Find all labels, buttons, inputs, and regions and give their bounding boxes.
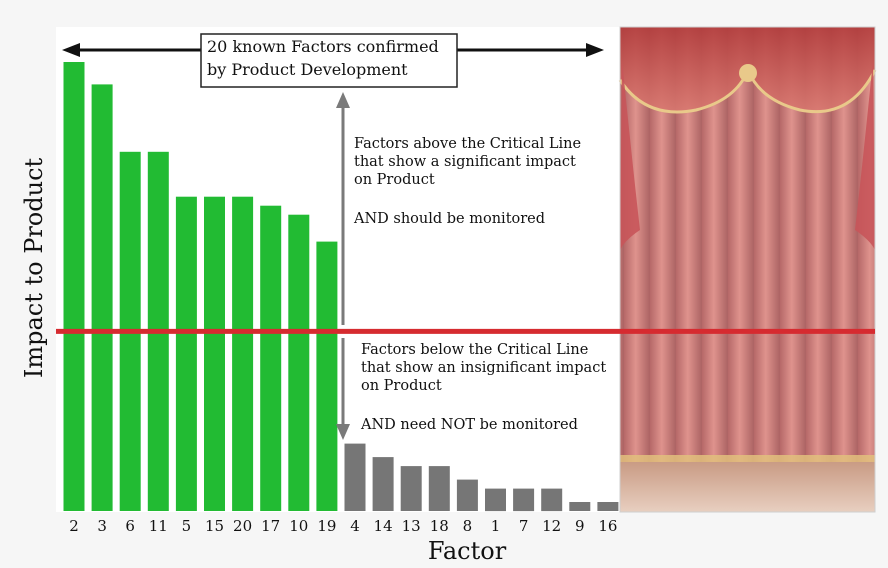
curtain-image [618,26,877,513]
bar-factor-10 [288,214,310,511]
bar-factor-18 [428,466,450,511]
above-line-3: on Product [354,172,435,188]
above-line-2: that show a significant impact [354,154,576,170]
bar-factor-15 [204,196,225,511]
bar-factor-8 [456,479,478,511]
header-line-1: 20 known Factors confirmed [207,37,439,56]
tick-label-19: 19 [317,517,336,535]
below-line-5: AND need NOT be monitored [360,417,578,433]
bar-factor-4 [344,443,366,511]
tick-label-17: 17 [261,517,280,535]
tick-label-5: 5 [182,517,192,535]
y-axis-title: Impact to Product [20,157,48,378]
tick-label-18: 18 [430,517,449,535]
tick-label-7: 7 [519,517,529,535]
above-line-1: Factors above the Critical Line [354,136,581,152]
bar-factor-3 [91,84,113,512]
tick-label-8: 8 [463,517,473,535]
down-arrow [336,338,350,440]
bar-factor-7 [513,488,535,512]
header-line-2: by Product Development [207,60,408,79]
tick-label-13: 13 [402,517,421,535]
bar-factor-14 [372,457,394,511]
below-annotation: Factors below the Critical Line that sho… [360,342,611,433]
tick-label-3: 3 [97,517,107,535]
bar-factor-13 [400,466,422,511]
bar-factor-17 [260,205,282,511]
tick-label-4: 4 [350,517,360,535]
up-arrow [336,92,350,325]
tick-label-9: 9 [575,517,585,535]
bar-factor-12 [541,488,563,512]
tick-label-15: 15 [205,517,224,535]
header-annotation-box [200,33,458,88]
tick-label-12: 12 [542,517,561,535]
tick-label-2: 2 [69,517,79,535]
tick-label-6: 6 [125,517,135,535]
x-axis-title: Factor [428,537,507,565]
above-annotation: Factors above the Critical Line that sho… [353,136,586,227]
above-line-5: AND should be monitored [353,211,545,227]
bar-factor-1 [485,488,506,512]
tick-label-20: 20 [233,517,252,535]
tick-label-10: 10 [289,517,308,535]
header-annotation: 20 known Factors confirmed by Product De… [207,37,444,79]
below-line-3: on Product [361,378,442,394]
bar-factor-16 [597,502,619,511]
tick-label-1: 1 [491,517,501,535]
bar-factor-9 [569,502,591,511]
bar-factor-5 [175,196,197,511]
bar-factor-2 [63,62,85,511]
below-line-1: Factors below the Critical Line [361,342,588,358]
bar-factor-19 [316,241,338,511]
tick-label-14: 14 [374,517,393,535]
bar-factor-20 [232,196,254,511]
tick-label-11: 11 [149,517,168,535]
below-line-2: that show an insignificant impact [361,360,606,376]
tick-label-16: 16 [598,517,617,535]
